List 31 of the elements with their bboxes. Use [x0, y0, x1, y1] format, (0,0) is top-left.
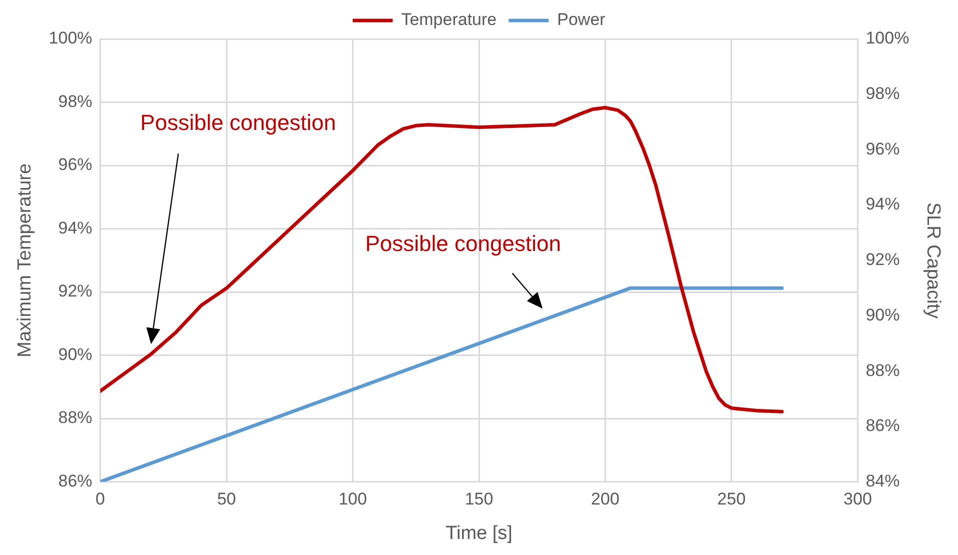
x-tick-label: 300: [844, 490, 872, 509]
y-tick-label: 90%: [58, 344, 92, 364]
annotation: Possible congestion: [365, 230, 561, 256]
annotation: Possible congestion: [140, 110, 336, 136]
x-tick-label: 200: [591, 490, 620, 509]
y2-tick-label: 98%: [866, 84, 900, 104]
y2-axis-title: SLR Capacity: [922, 202, 944, 319]
x-tick-label: 50: [217, 490, 236, 509]
y2-tick-label: 86%: [866, 416, 900, 436]
x-tick-label: 250: [717, 490, 746, 509]
y2-tick-label: 90%: [866, 305, 900, 324]
y-tick-label: 98%: [58, 92, 92, 111]
y2-tick-label: 94%: [866, 194, 900, 214]
y-tick-label: 88%: [58, 408, 92, 428]
y-tick-label: 94%: [58, 218, 92, 238]
x-tick-label: 100: [338, 490, 367, 509]
y2-tick-label: 88%: [866, 360, 900, 380]
y2-tick-label: 92%: [866, 250, 900, 270]
x-tick-label: 0: [96, 490, 106, 509]
y-tick-label: 92%: [58, 282, 92, 301]
y2-tick-label: 100%: [866, 28, 910, 48]
x-tick-label: 150: [464, 490, 494, 509]
legend-label: Temperature: [401, 10, 497, 30]
y-tick-label: 96%: [58, 155, 92, 174]
y2-tick-label: 96%: [866, 139, 900, 158]
y-tick-label: 100%: [48, 28, 92, 48]
y-tick-label: 86%: [58, 471, 92, 490]
y-axis-title: Maximum Temperature: [14, 163, 36, 358]
x-axis-title: Time [s]: [446, 522, 512, 544]
legend-label: Power: [557, 10, 606, 30]
y2-tick-label: 84%: [866, 471, 900, 490]
